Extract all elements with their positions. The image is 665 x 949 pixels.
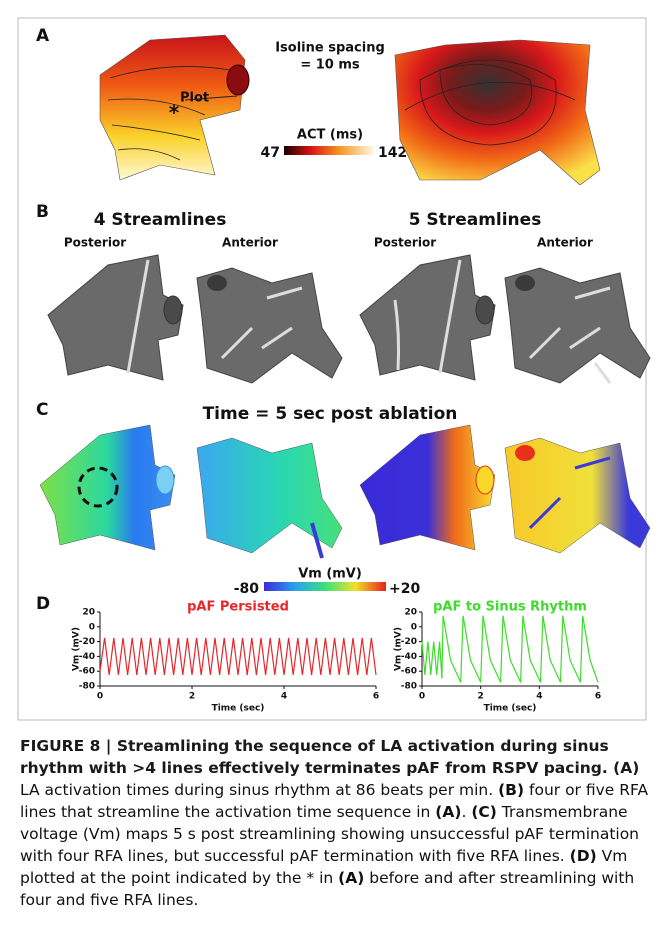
x-tick-label: 0	[419, 692, 425, 702]
group-title: 4 Streamlines	[94, 210, 227, 230]
caption-text: (A)	[338, 869, 364, 887]
colorbar-label: 47	[261, 145, 280, 161]
view-label: Anterior	[537, 236, 593, 250]
caption-text: (A)	[435, 803, 461, 821]
voltage-map	[360, 425, 495, 550]
x-axis-label: Time (sec)	[484, 704, 537, 714]
x-axis-label: Time (sec)	[212, 704, 265, 714]
page: A Plot * Isoline spacing = 10 ms ACT (ms…	[0, 0, 665, 949]
caption-text: LA activation times during sinus rhythm …	[20, 781, 498, 799]
group-title: 5 Streamlines	[409, 210, 542, 230]
panel-label: C	[36, 400, 48, 420]
annotation: *	[169, 101, 180, 125]
panel-label: D	[36, 594, 50, 614]
y-tick-label: 0	[89, 622, 95, 632]
colorbar-label: -80	[234, 581, 260, 597]
caption-text: FIGURE 8 | Streamlining the sequence of …	[20, 737, 639, 777]
figure: A Plot * Isoline spacing = 10 ms ACT (ms…	[0, 0, 665, 730]
figure-caption: FIGURE 8 | Streamlining the sequence of …	[20, 735, 652, 911]
panel-label: B	[36, 202, 49, 222]
voltage-map	[197, 438, 342, 558]
view-label: Posterior	[374, 236, 436, 250]
voltage-map	[40, 425, 175, 550]
view-label: Posterior	[64, 236, 126, 250]
colorbar-label: +20	[389, 581, 420, 597]
annotation: Plot	[180, 91, 209, 106]
heart-mesh	[360, 255, 495, 380]
activation-map	[395, 40, 600, 185]
x-tick-label: 0	[97, 692, 103, 702]
colorbar-label: 142	[378, 145, 407, 161]
caption-text: .	[461, 803, 471, 821]
view-label: Anterior	[222, 236, 278, 250]
colorbar-title: Vm (mV)	[298, 567, 362, 582]
vein	[227, 65, 249, 95]
x-tick-label: 4	[281, 692, 287, 702]
caption-text: (C)	[471, 803, 497, 821]
caption-text: (D)	[570, 847, 597, 865]
heart-mesh	[197, 268, 342, 383]
voltage-map	[505, 438, 650, 553]
y-tick-label: 20	[82, 608, 95, 618]
y-tick-label: -80	[79, 682, 95, 692]
y-axis-label: Vm (mV)	[72, 627, 82, 671]
heart-mesh	[505, 268, 650, 383]
y-tick-label: 0	[411, 622, 417, 632]
trace	[422, 616, 598, 683]
x-tick-label: 6	[373, 692, 379, 702]
x-tick-label: 2	[189, 692, 195, 702]
panel-title: Time = 5 sec post ablation	[203, 404, 458, 424]
caption-text: (B)	[498, 781, 524, 799]
trace	[100, 638, 376, 675]
colorbar	[264, 582, 386, 591]
y-axis-label: Vm (mV)	[394, 627, 404, 671]
panel-label: A	[36, 26, 50, 46]
chart-title: pAF Persisted	[187, 600, 289, 615]
y-tick-label: -80	[401, 682, 417, 692]
annotation: Isoline spacing	[275, 41, 385, 56]
heart-mesh	[48, 255, 183, 380]
x-tick-label: 4	[536, 692, 542, 702]
chart-title: pAF to Sinus Rhythm	[433, 600, 587, 615]
annotation: = 10 ms	[300, 58, 360, 73]
x-tick-label: 2	[478, 692, 484, 702]
colorbar-title: ACT (ms)	[297, 128, 363, 143]
colorbar	[284, 146, 374, 155]
y-tick-label: 20	[404, 608, 417, 618]
x-tick-label: 6	[595, 692, 601, 702]
